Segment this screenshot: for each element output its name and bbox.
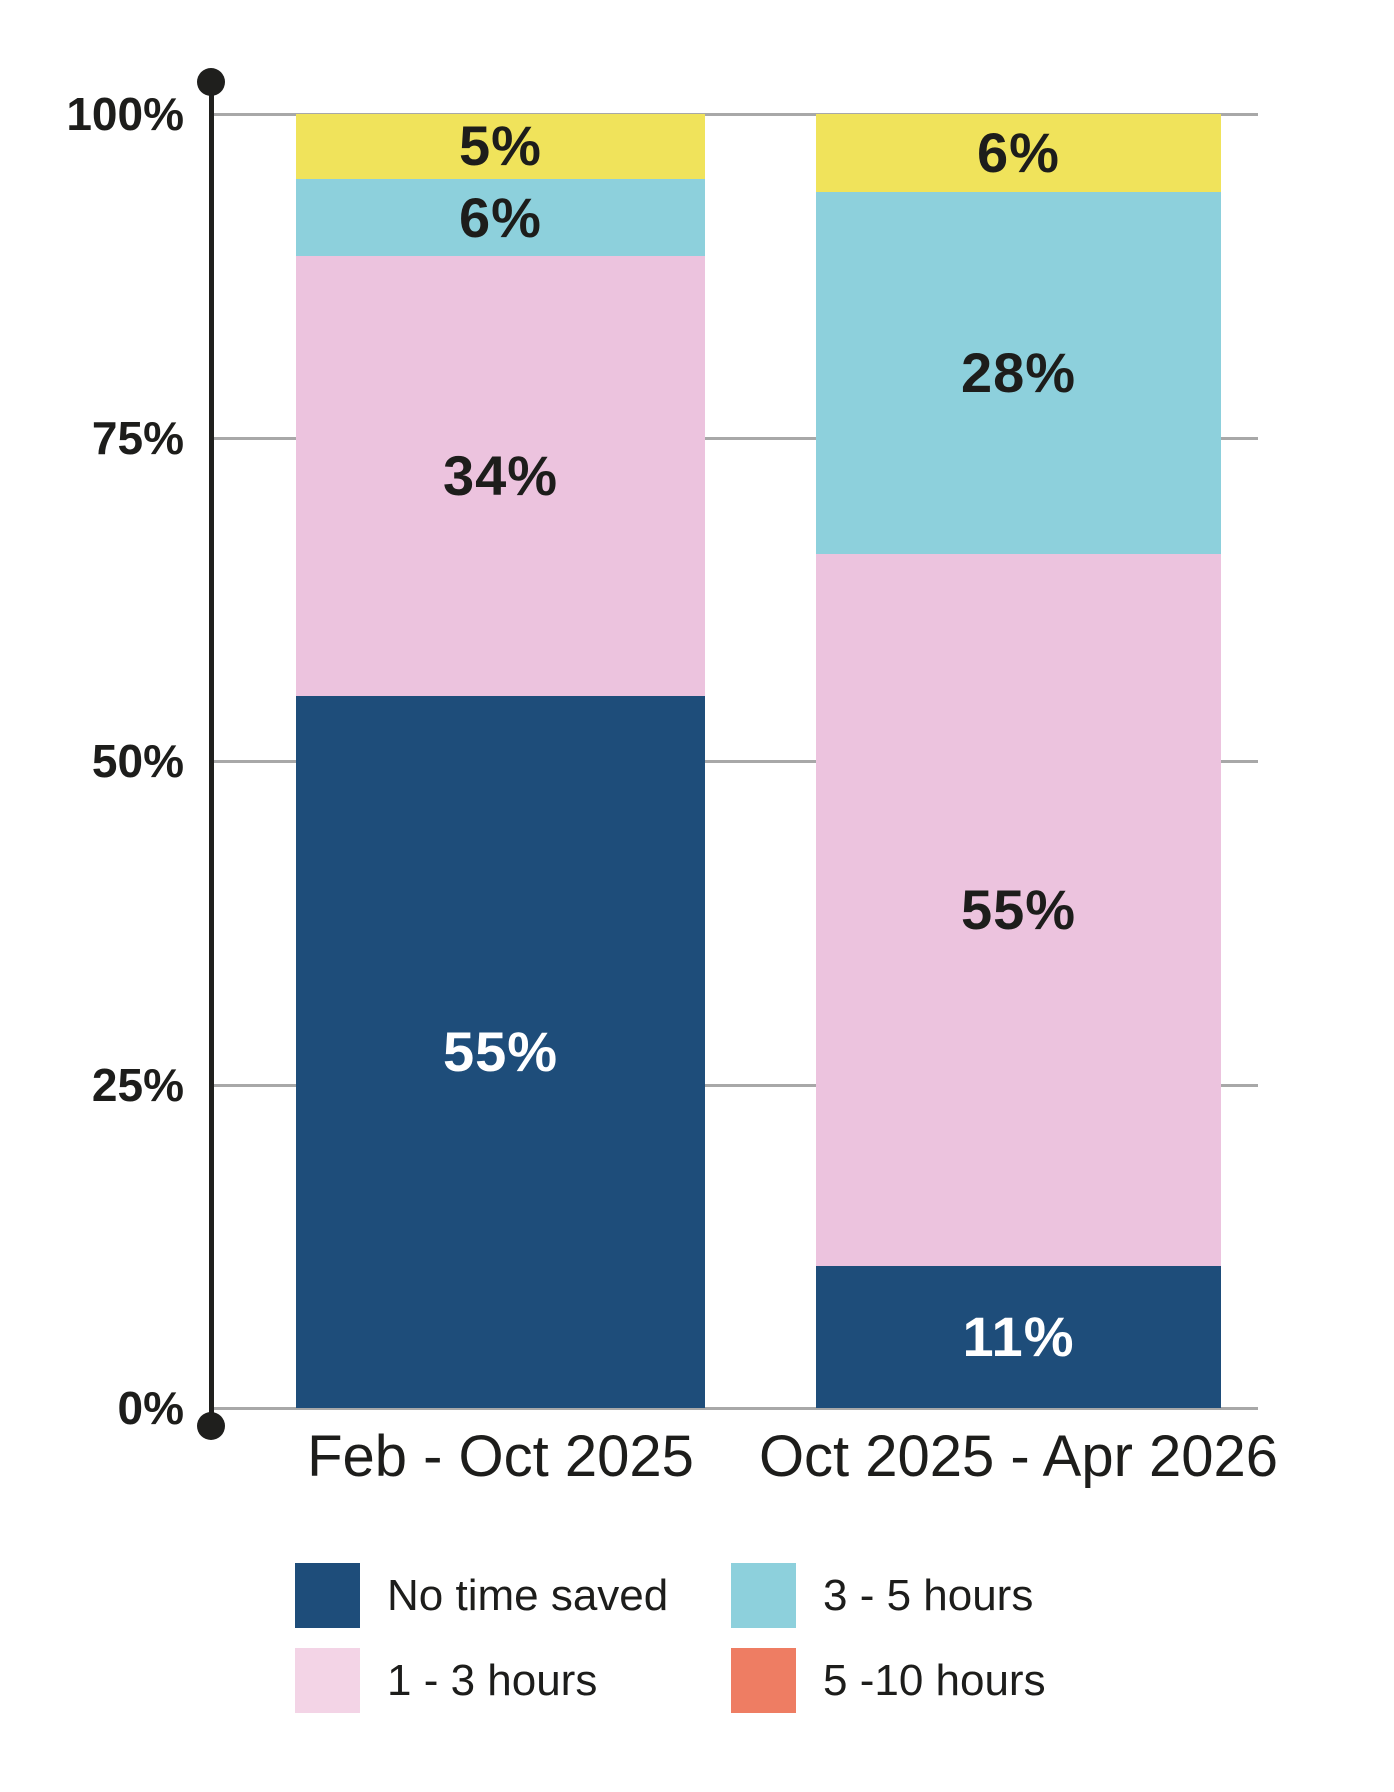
axis-endpoint-dot-top — [197, 68, 225, 96]
bar-segment-value-label: 55% — [960, 877, 1077, 941]
bar-2-segment-2: 28% — [816, 191, 1221, 554]
legend-label-3: 5 -10 hours — [823, 1656, 1046, 1705]
axis-endpoint-dot-bottom — [197, 1412, 225, 1440]
bar-1: 55% 34% 6% 5% — [296, 114, 705, 1408]
legend-label-0: No time saved — [387, 1571, 669, 1620]
bar-segment-value-label: 6% — [977, 120, 1060, 184]
bar-segment-value-label: 5% — [459, 114, 542, 178]
bar-2: 11% 55% 28% 6% — [816, 114, 1221, 1408]
x-axis-label-2: Oct 2025 - Apr 2026 — [758, 1424, 1279, 1489]
legend-label-2: 3 - 5 hours — [823, 1571, 1034, 1620]
bar-segment-value-label: 11% — [962, 1304, 1075, 1368]
gridline-0 — [211, 1407, 1258, 1410]
bar-2-segment-3: 6% — [816, 114, 1221, 192]
y-axis-tick-label-25: 25% — [91, 1058, 184, 1111]
bar-1-segment-2: 6% — [296, 178, 705, 257]
bar-segment-value-label: 28% — [960, 340, 1077, 404]
legend-swatch-3 — [731, 1648, 796, 1713]
bar-1-segment-3: 5% — [296, 114, 705, 179]
bar-2-segment-0: 11% — [816, 1265, 1221, 1408]
gridline-100 — [211, 113, 1258, 116]
legend-swatch-2 — [731, 1563, 796, 1628]
bar-2-segment-1: 55% — [816, 553, 1221, 1266]
legend-label-1: 1 - 3 hours — [387, 1656, 598, 1705]
y-axis-tick-label-75: 75% — [91, 411, 184, 464]
y-axis-line — [209, 82, 214, 1426]
y-axis-tick-label-0: 0% — [117, 1382, 184, 1434]
legend-swatch-1 — [295, 1648, 360, 1713]
bar-segment-value-label: 6% — [459, 185, 542, 249]
y-axis-tick-label-50: 50% — [91, 735, 184, 787]
bar-1-segment-1: 34% — [296, 256, 705, 697]
y-axis-tick-label-100: 100% — [66, 88, 184, 140]
gridline-25 — [211, 1083, 1258, 1087]
gridline-50 — [211, 760, 1258, 763]
gridline-75 — [211, 436, 1258, 440]
bar-segment-value-label: 34% — [442, 444, 559, 508]
bar-1-segment-0: 55% — [296, 696, 705, 1408]
x-axis-label-1: Feb - Oct 2025 — [307, 1424, 694, 1489]
legend-swatch-0 — [295, 1563, 360, 1628]
bar-segment-value-label: 55% — [442, 1020, 559, 1084]
